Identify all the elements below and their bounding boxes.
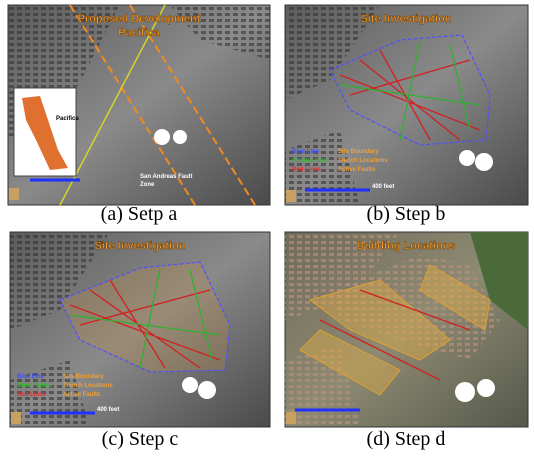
scale-label: 400 feet xyxy=(372,184,394,190)
fault-label: San Andreas Fault xyxy=(140,174,192,180)
legend-text: Site Boundary xyxy=(338,149,379,155)
tank xyxy=(455,382,475,402)
tank xyxy=(173,130,187,144)
panel-title: Building Locations xyxy=(357,240,456,252)
caption: (a) Setp a xyxy=(101,203,178,225)
tank xyxy=(475,153,493,171)
legend-text: Active Faults xyxy=(338,167,376,173)
panel-title: Proposed Development xyxy=(78,13,201,25)
legend-key: Blue Line xyxy=(292,149,320,155)
tank xyxy=(477,379,495,397)
fault-label: Zone xyxy=(140,182,155,188)
logo xyxy=(286,190,296,202)
panel-d: Building Locations (d) Step d xyxy=(285,232,528,450)
tank xyxy=(182,377,198,393)
caption: (c) Step c xyxy=(102,428,179,450)
tank xyxy=(198,381,216,399)
legend-key: Red Lines xyxy=(17,392,46,398)
tank xyxy=(154,129,170,145)
logo xyxy=(11,412,21,424)
legend-text: Active Faults xyxy=(63,392,101,398)
legend-text: Trench Locations xyxy=(63,383,113,389)
legend: Blue Line Site Boundary Green Lines Tren… xyxy=(292,149,388,173)
panel-title: Site Investigation xyxy=(94,240,185,252)
logo xyxy=(286,412,296,424)
logo xyxy=(9,188,19,200)
scale-label: 400 feet xyxy=(97,407,119,413)
legend-key: Blue Line xyxy=(17,374,45,380)
panel-title: Site Investigation xyxy=(360,13,451,25)
legend: Blue Line Site Boundary Green Lines Tren… xyxy=(17,374,113,398)
legend-text: Site Boundary xyxy=(63,374,104,380)
panel-title: Pacifica xyxy=(118,27,160,39)
caption: (d) Step d xyxy=(367,428,446,450)
panel-a: Pacifica Proposed Development Pacifica S… xyxy=(8,5,270,225)
inset-label: Pacifica xyxy=(56,116,79,122)
legend-key: Green Lines xyxy=(292,158,327,164)
legend-key: Red Lines xyxy=(292,167,321,173)
caption: (b) Step b xyxy=(367,203,446,225)
tank xyxy=(459,150,475,166)
panel-b: Site Investigation Blue Line Site Bounda… xyxy=(285,5,528,225)
figure: Pacifica Proposed Development Pacifica S… xyxy=(0,0,534,461)
legend-key: Green Lines xyxy=(17,383,52,389)
legend-text: Trench Locations xyxy=(338,158,388,164)
panel-c: Site Investigation Blue Line Site Bounda… xyxy=(10,232,270,450)
